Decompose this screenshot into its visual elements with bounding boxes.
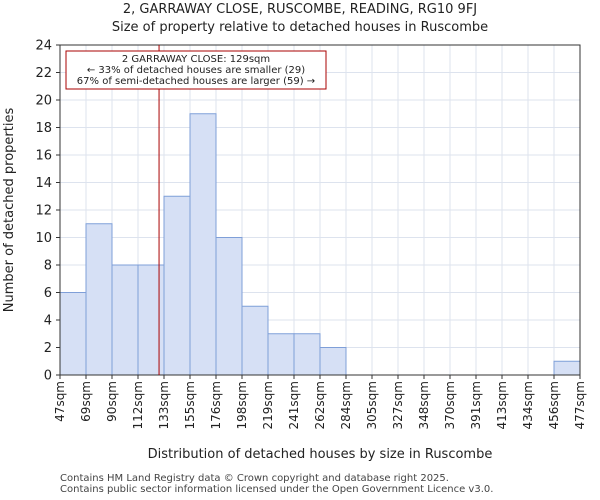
histogram-bar [215,237,243,376]
histogram-bar [137,264,165,376]
x-tick-label: 262sqm [313,381,327,429]
y-tick-label: 24 [35,39,52,54]
x-tick-label: 47sqm [53,381,67,422]
y-tick-label: 2 [44,341,52,356]
y-tick-label: 14 [35,176,52,191]
y-axis-label: Number of detached properties [2,108,17,313]
x-tick-label: 284sqm [339,381,353,429]
y-tick-label: 18 [35,121,52,136]
y-tick-label: 12 [35,204,52,219]
x-tick-label: 69sqm [79,381,93,422]
y-tick-label: 16 [35,149,52,164]
histogram-bar [241,305,269,376]
x-axis-ticks: 47sqm 69sqm 90sqm 112sqm 133sqm 155sqm 176sqm 1… [53,375,587,429]
histogram-bar [267,333,295,376]
y-tick-label: 6 [44,286,52,301]
x-tick-label: 241sqm [287,381,301,429]
y-tick-label: 10 [35,231,52,246]
footer-licence: Contains public sector information licen… [60,484,494,495]
x-tick-label: 176sqm [209,381,223,429]
x-tick-label: 413sqm [495,381,509,429]
histogram-bar [59,292,87,376]
bars [59,113,581,376]
x-tick-label: 477sqm [573,381,587,429]
y-tick-label: 0 [44,369,52,384]
y-tick-label: 22 [35,66,52,81]
histogram-bar [319,347,347,376]
histogram-bar [163,195,191,376]
x-tick-label: 90sqm [105,381,119,422]
histogram-bar [553,360,581,376]
x-tick-label: 370sqm [443,381,457,429]
x-tick-label: 456sqm [547,381,561,429]
x-axis-label: Distribution of detached houses by size … [148,447,493,462]
histogram-bar [85,223,113,376]
histogram-bar [293,333,321,376]
x-tick-label: 327sqm [391,381,405,429]
x-tick-label: 305sqm [365,381,379,429]
chart-title-address: 2, GARRAWAY CLOSE, RUSCOMBE, READING, RG… [122,2,478,17]
x-tick-label: 155sqm [183,381,197,429]
histogram-bar [189,113,217,376]
annotation-label-line3: 67% of semi-detached houses are larger (… [77,76,315,87]
x-tick-label: 391sqm [469,381,483,429]
histogram-bar [111,264,139,376]
x-tick-label: 219sqm [261,381,275,429]
chart-title: Size of property relative to detached ho… [111,20,489,35]
annotation-box: 2 GARRAWAY CLOSE: 129sqm ← 33% of detach… [65,50,327,90]
x-tick-label: 434sqm [521,381,535,429]
y-tick-label: 4 [44,314,52,329]
x-tick-label: 198sqm [235,381,249,429]
plot-frame [59,44,581,376]
x-tick-label: 133sqm [157,381,171,429]
annotation-label-line1: 2 GARRAWAY CLOSE: 129sqm [122,54,270,65]
x-tick-label: 112sqm [131,381,145,429]
y-tick-label: 20 [35,94,52,109]
x-tick-label: 348sqm [417,381,431,429]
annotation-label-line2: ← 33% of detached houses are smaller (29… [87,65,305,76]
annotation-box-frame [65,50,327,90]
footer-copyright: Contains HM Land Registry data © Crown c… [60,473,449,484]
y-tick-label: 8 [44,259,52,274]
